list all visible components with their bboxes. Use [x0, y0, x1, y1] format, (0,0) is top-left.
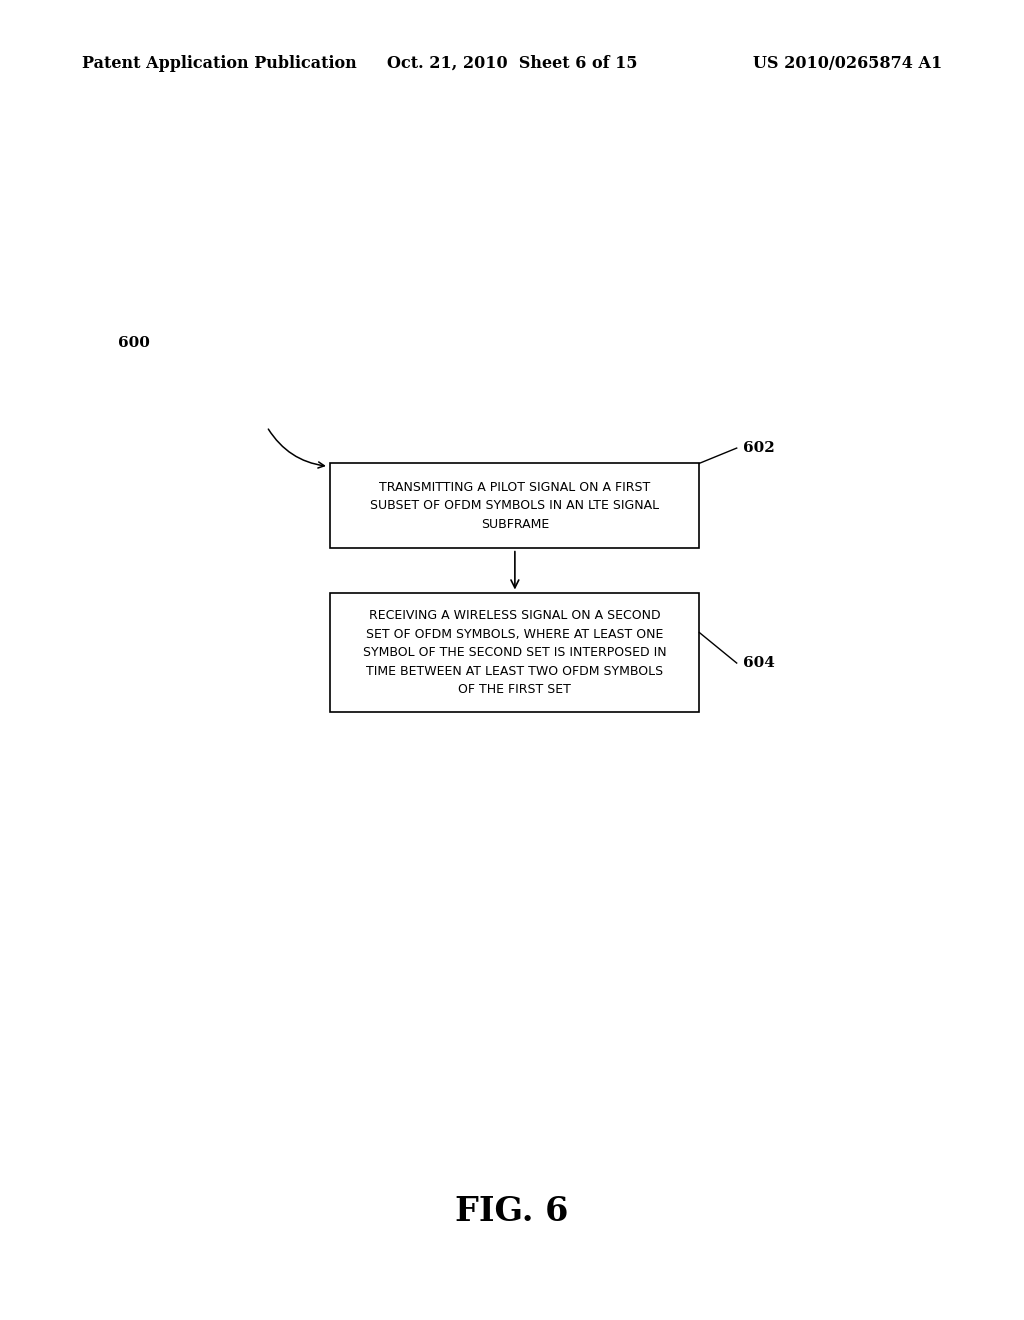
FancyArrowPatch shape [268, 429, 325, 469]
Text: Oct. 21, 2010  Sheet 6 of 15: Oct. 21, 2010 Sheet 6 of 15 [387, 55, 637, 71]
Bar [331, 463, 699, 548]
Text: 602: 602 [743, 441, 775, 455]
Text: RECEIVING A WIRELESS SIGNAL ON A SECOND
SET OF OFDM SYMBOLS, WHERE AT LEAST ONE
: RECEIVING A WIRELESS SIGNAL ON A SECOND … [364, 610, 667, 697]
Text: US 2010/0265874 A1: US 2010/0265874 A1 [753, 55, 942, 71]
Text: TRANSMITTING A PILOT SIGNAL ON A FIRST
SUBSET OF OFDM SYMBOLS IN AN LTE SIGNAL
S: TRANSMITTING A PILOT SIGNAL ON A FIRST S… [371, 480, 659, 531]
Text: 600: 600 [118, 337, 150, 350]
Text: FIG. 6: FIG. 6 [456, 1196, 568, 1228]
Text: Patent Application Publication: Patent Application Publication [82, 55, 356, 71]
Bar [331, 594, 699, 713]
Text: 604: 604 [743, 656, 775, 671]
